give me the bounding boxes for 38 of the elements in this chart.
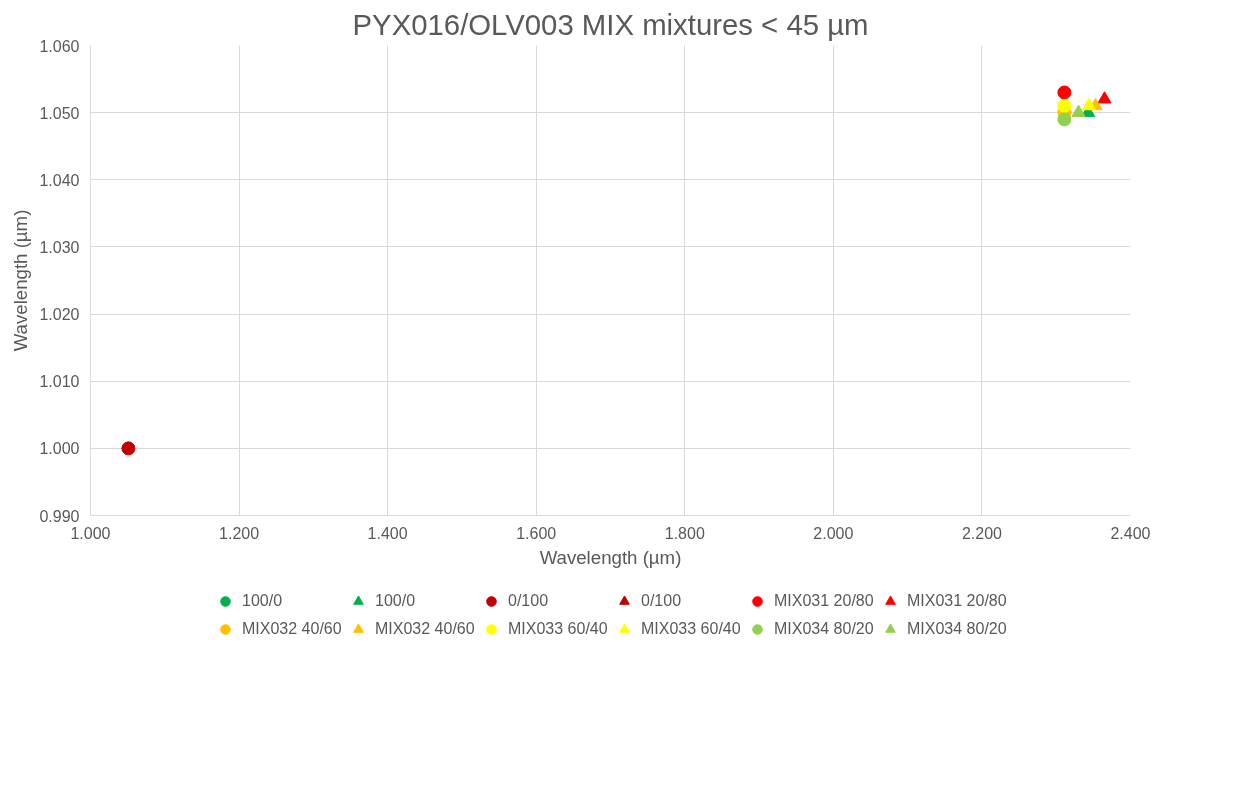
point: [1057, 98, 1072, 113]
y-tick-label: 1.050: [39, 104, 80, 122]
y-tick-label: 1.000: [39, 440, 80, 458]
x-tick-label: 1.600: [516, 524, 557, 542]
x-tick-label: 2.000: [813, 524, 854, 542]
y-tick-label: 1.010: [39, 373, 80, 391]
x-tick-label: 1.200: [219, 524, 260, 542]
legend-label: 100/0: [242, 592, 284, 610]
x-tick-label: 2.400: [1110, 524, 1151, 542]
legend-label: 0/100: [508, 592, 550, 610]
legend-label: 100/0: [375, 592, 417, 610]
x-tick-label: 1.000: [70, 524, 111, 542]
y-tick-label: 1.020: [39, 306, 80, 324]
point: [1057, 85, 1072, 100]
y-tick-label: 0.990: [39, 507, 80, 525]
legend-label: MIX033 60/40: [508, 620, 608, 638]
x-axis-title: Wavelength (µm): [539, 546, 682, 568]
x-tick-label: 1.800: [664, 524, 705, 542]
y-axis-title: Wavelength (µm): [10, 209, 32, 352]
point: [1071, 104, 1086, 117]
legend-label: MIX034 80/20: [774, 620, 874, 638]
x-tick-label: 1.400: [367, 524, 408, 542]
chart-title: PYX016/OLV003 MIX mixtures < 45 µm: [352, 7, 869, 41]
legend-label: MIX031 20/80: [907, 592, 1007, 610]
legend-label: MIX033 60/40: [641, 620, 741, 638]
y-tick-label: 1.060: [39, 37, 80, 55]
legend-label: MIX034 80/20: [907, 620, 1007, 638]
legend-label: 0/100: [641, 592, 683, 610]
legend-label: MIX032 40/60: [375, 620, 475, 638]
legend-label: MIX032 40/60: [242, 620, 342, 638]
point: [1097, 91, 1112, 104]
y-tick-label: 1.040: [39, 171, 80, 189]
y-tick-label: 1.030: [39, 238, 80, 256]
legend-label: MIX031 20/80: [774, 592, 874, 610]
point: [1081, 97, 1096, 111]
point: [1057, 112, 1072, 127]
point: [121, 441, 136, 456]
x-tick-label: 2.200: [961, 524, 1003, 542]
